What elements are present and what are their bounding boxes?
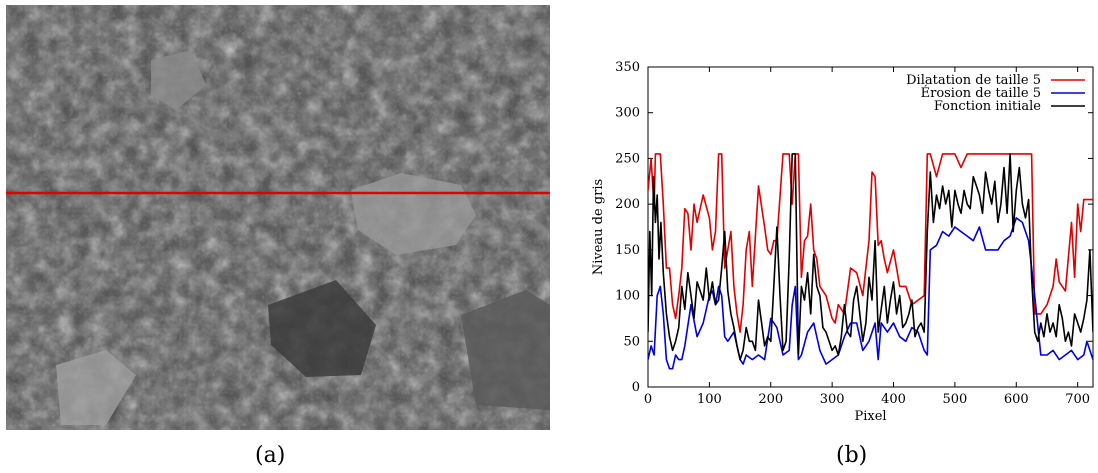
x-tick-label: 400 (881, 392, 906, 407)
y-tick-label: 200 (615, 197, 640, 212)
x-tick-label: 300 (820, 392, 845, 407)
grayscale-rock-fragments-photo (6, 5, 550, 430)
y-axis-title: Niveau de gris (591, 179, 606, 275)
rock-photo (6, 5, 550, 430)
y-tick-label: 50 (623, 334, 640, 349)
series-line-1 (648, 153, 1093, 333)
x-tick-label: 600 (1004, 392, 1029, 407)
legend-label: Fonction initiale (934, 99, 1041, 114)
x-tick-label: 200 (758, 392, 783, 407)
chart-axes (647, 66, 1094, 388)
y-tick-label: 350 (615, 60, 640, 75)
caption-a: (a) (255, 443, 286, 468)
gray-level-profile-chart: 0 100 200 300 400 500 600 700 0 50 100 150 200 250 300… (591, 60, 1094, 424)
x-tick-label: 500 (942, 392, 967, 407)
y-tick-label: 300 (615, 106, 640, 121)
chart-ticks: 0 100 200 300 400 500 600 700 0 50 100 150 200 250 300… (615, 60, 1093, 407)
y-tick-label: 250 (615, 151, 640, 166)
y-tick-label: 150 (615, 243, 640, 258)
plot-frame (647, 66, 1094, 388)
chart-series (648, 153, 1093, 370)
y-tick-label: 0 (632, 380, 640, 395)
x-tick-label: 0 (644, 392, 652, 407)
x-axis-title: Pixel (854, 409, 886, 424)
x-tick-label: 700 (1065, 392, 1090, 407)
caption-b: (b) (836, 443, 868, 468)
y-tick-label: 100 (615, 289, 640, 304)
series-line-3 (648, 153, 1093, 361)
legend-label: Dilatation de taille 5 (906, 73, 1041, 88)
x-tick-label: 100 (697, 392, 722, 407)
legend-label: Érosion de taille 5 (921, 85, 1041, 101)
